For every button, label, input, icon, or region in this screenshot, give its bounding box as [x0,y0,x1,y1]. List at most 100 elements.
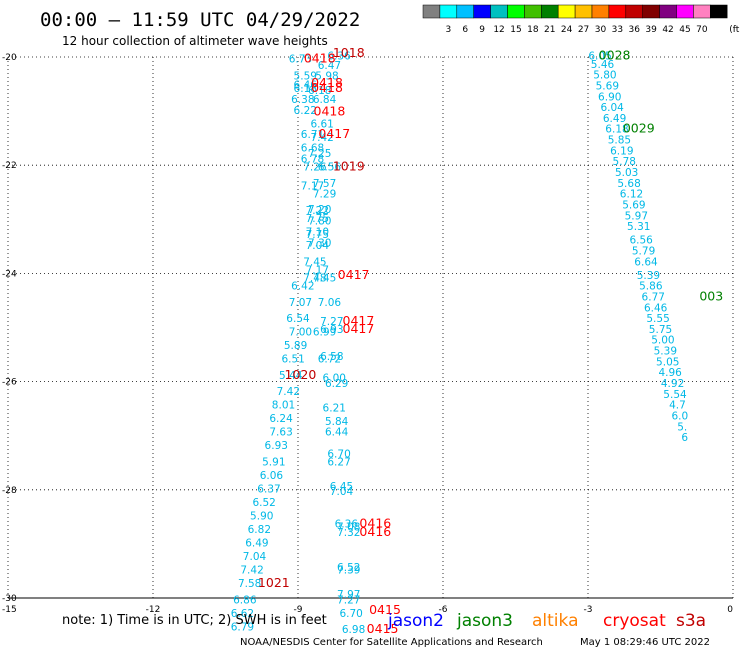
legend-entry-jason3: jason3 [456,611,513,631]
colorbar-swatch [557,4,576,19]
pass-time-label: 1021 [258,575,290,590]
pass-time-label: 1019 [333,159,365,174]
swh-point-label: 6.52 [337,562,360,574]
grid-lines [8,57,733,598]
swh-point-label: 6.49 [603,113,626,125]
swh-point-label: 6.04 [600,102,624,114]
x-tick-label: -6 [439,605,448,615]
swh-point-label: 5.59 [294,71,317,83]
swh-point-label: 6.58 [320,351,343,363]
swh-point-label: 6.47 [318,60,341,72]
swh-point-label: 6.24 [269,413,293,425]
y-tick-label: -26 [2,378,17,388]
swh-point-label: 6.86 [233,594,257,606]
swh-point-label: 5.68 [617,178,640,190]
swh-point-label: 5.39 [654,346,677,358]
colorbar-tick-label: 12 [493,25,504,35]
swh-point-label: 6.18 [294,83,317,95]
swh-point-label: 6.12 [620,189,643,201]
pass-time-label: 0415 [367,621,399,636]
pass-time-label: 0418 [311,80,343,95]
swh-point-label: 5.69 [596,80,619,92]
colorbar-tick-label: 9 [479,25,485,35]
swh-point-label: 7.75 [306,213,329,225]
x-tick-label: -15 [2,605,17,615]
swh-point-label: 6.72 [318,354,341,366]
swh-point-label: 6.51 [281,354,304,366]
colorbar-swatch [541,4,559,19]
colorbar-tick-label: 70 [696,25,708,35]
colorbar-tick-label: 30 [595,25,607,35]
swh-point-label: 5.03 [615,167,638,179]
swh-point-label: 7.97 [337,589,360,601]
colorbar-swatch [591,4,610,19]
footnote: note: 1) Time is in UTC; 2) SWH is in fe… [62,613,327,628]
chart-title: 00:00 — 11:59 UTC 04/29/2022 [40,9,360,31]
swh-point-label: 7.08 [337,521,360,533]
swh-point-label: 5.46 [591,59,615,71]
pass-time-label: 0028 [599,48,631,63]
swh-point-label: 7.42 [277,386,300,398]
colorbar-swatch [524,4,542,19]
swh-point-label: 6.19 [610,145,633,157]
swh-point-label: 6.73 [289,53,312,65]
colorbar-tick-label: 27 [578,25,589,35]
swh-point-label: 6.77 [642,291,665,303]
pass-time-label: 0417 [343,313,375,328]
swh-point-label: 6.70 [327,448,350,460]
legend-entry-s3a: s3a [676,611,706,631]
pass-time-label: 0415 [369,602,401,617]
colorbar-swatch [456,4,474,19]
swh-point-label: 5.78 [613,156,636,168]
swh-point-label: 7.26 [303,162,327,174]
swh-point-label: 6.82 [248,524,271,536]
colorbar-swatch [574,4,593,19]
swh-point-label: 5.75 [649,324,672,336]
swh-point-label: 6.79 [231,621,254,633]
swh-point-label: 6.0 [671,410,688,422]
pass-time-labels: 0418101804180418041804171019041704170417… [258,45,723,636]
swh-point-label: 6.37 [257,484,280,496]
swh-point-label: 6.46 [644,302,668,314]
swh-point-label: 5.97 [625,210,648,222]
swh-point-label: 6.18 [308,85,331,97]
swh-point-label: 7.25 [308,148,331,160]
pass-time-label: 1018 [333,45,365,60]
swh-point-label: 6.54 [286,313,310,325]
swh-point-label: 6.52 [252,497,275,509]
swh-point-label: 6.38 [291,94,314,106]
swh-point-label: 7.27 [320,316,343,328]
swh-point-label: 6.44 [325,427,349,439]
swh-point-label: 5.54 [663,389,687,401]
swh-point-label: 6.64 [634,256,658,268]
colorbar-tick-label: 45 [679,25,690,35]
swh-point-label: 5.44 [279,370,303,382]
y-tick-label: -28 [2,486,17,496]
swh-point-label: 5.86 [639,281,663,293]
swh-point-label: 7.32 [337,527,360,539]
swh-point-label: 8.01 [272,400,295,412]
colorbar-tick-label: 42 [662,25,673,35]
colorbar-swatch [676,4,694,19]
generated-timestamp: May 1 08:29:46 UTC 2022 [580,637,710,648]
colorbar-swatch [439,4,458,19]
y-tick-label: -22 [2,161,17,171]
swh-point-label: 6.93 [265,440,288,452]
swh-point-label: 6.56 [318,162,342,174]
swh-point-label: 4.7 [669,400,686,412]
colorbar-unit: (ft) [729,25,740,35]
colorbar-swatch [693,4,711,19]
swh-point-label: 5.98 [315,71,338,83]
swh-point-label: 7.45 [303,256,326,268]
swh-point-label: 4.92 [661,378,684,390]
colorbar-tick-label: 15 [510,25,521,35]
swh-point-label: 7.27 [337,594,360,606]
swh-point-label: 5.79 [632,245,655,257]
credit-line: NOAA/NESDIS Center for Satellite Applica… [240,637,543,648]
swh-point-label: 6.56 [629,235,653,247]
y-tick-label: -30 [2,594,17,604]
swh-point-label: 6.90 [598,91,621,103]
colorbar-swatch [490,4,508,19]
